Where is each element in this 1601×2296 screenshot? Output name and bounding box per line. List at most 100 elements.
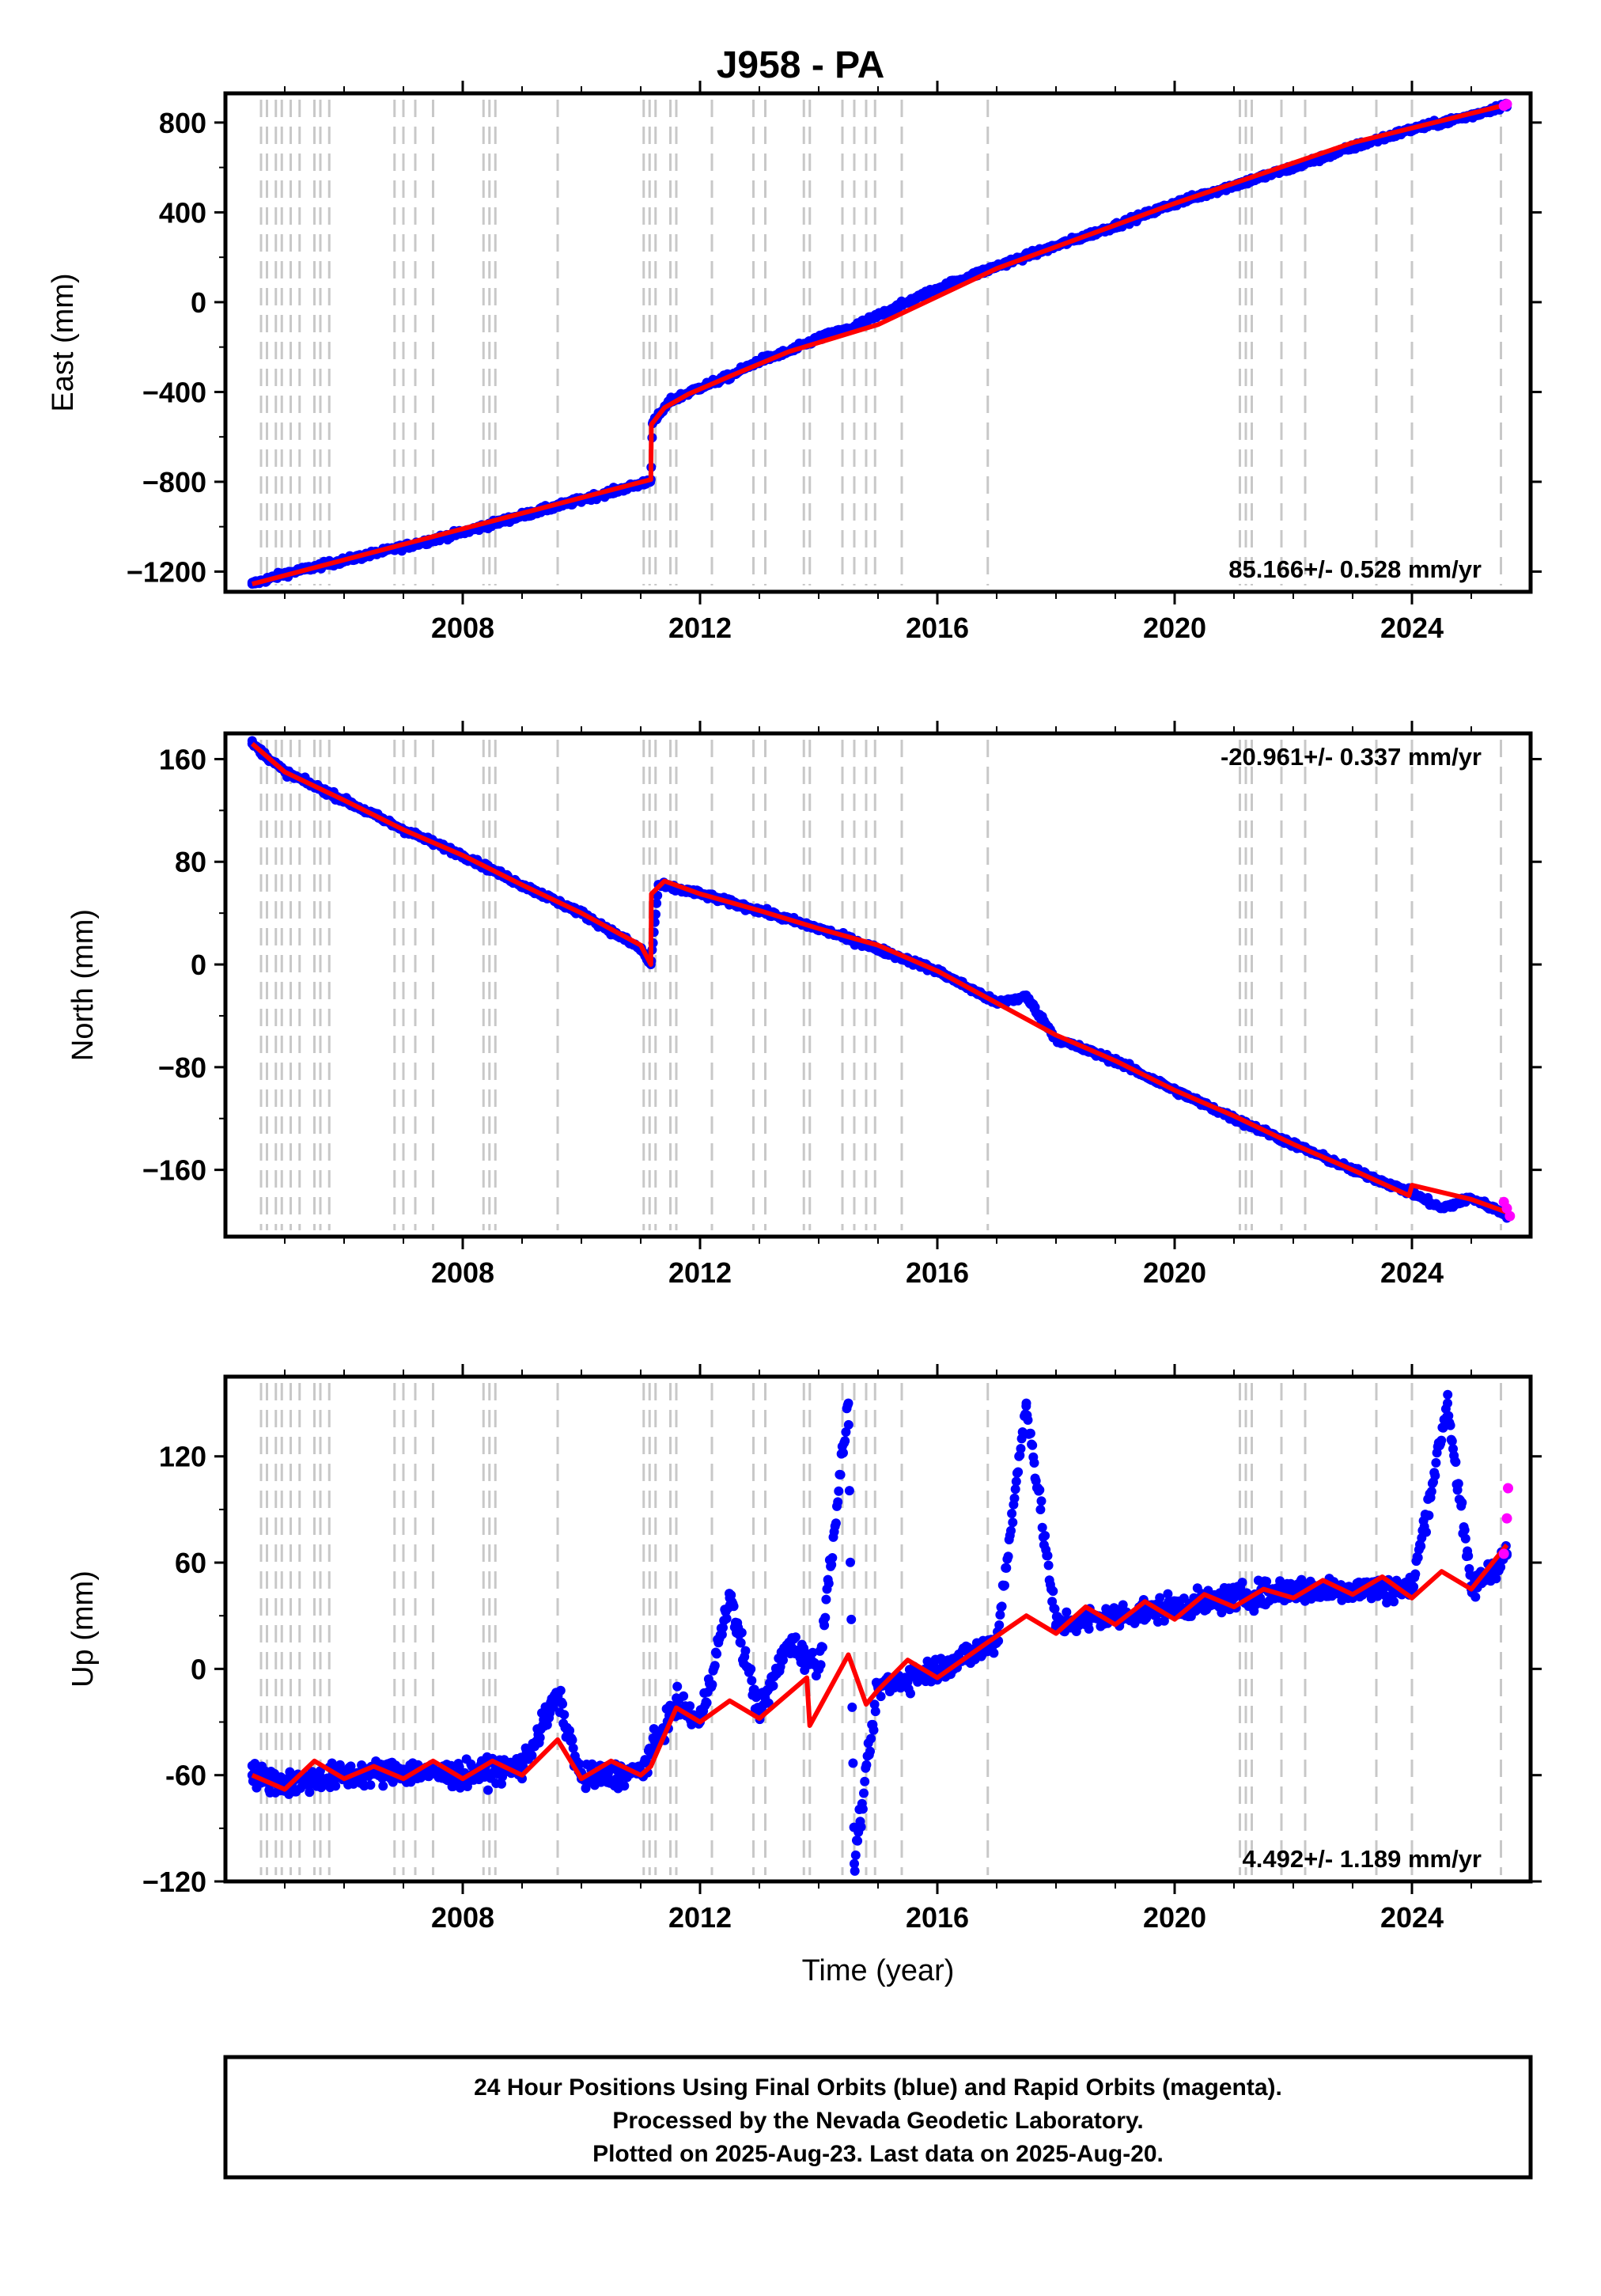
final-orbit-point <box>574 1759 585 1769</box>
final-orbit-point <box>1021 991 1031 1002</box>
final-orbit-point <box>859 1788 869 1798</box>
final-orbit-point <box>736 1627 747 1638</box>
plot-frame <box>223 1374 1533 1884</box>
final-orbit-point <box>740 1646 751 1656</box>
final-orbit-point <box>844 1486 854 1496</box>
final-orbit-point <box>1460 1533 1470 1544</box>
x-tick-label: 2016 <box>906 1256 969 1289</box>
final-orbit-point <box>1445 1420 1455 1430</box>
y-axis-label: East (mm) <box>47 273 80 411</box>
final-orbit-point <box>1036 1496 1047 1506</box>
final-orbit-point <box>821 1594 831 1605</box>
final-orbit-point <box>1028 1440 1038 1450</box>
final-orbit-point <box>1007 1509 1017 1518</box>
final-orbit-point <box>1025 1428 1035 1438</box>
model-fit-line <box>250 741 1508 1215</box>
rapid-orbit-point <box>1501 1513 1512 1524</box>
final-orbit-point <box>820 1612 831 1623</box>
y-tick-label: −400 <box>142 376 206 408</box>
final-orbit-point <box>1023 1415 1033 1425</box>
y-tick-label: −80 <box>158 1051 206 1084</box>
final-orbit-point <box>989 1648 999 1658</box>
final-orbit-point <box>857 1804 868 1814</box>
x-tick-label: 2024 <box>1380 1901 1444 1934</box>
y-tick-label: −1200 <box>127 555 206 588</box>
final-orbit-point <box>707 1680 717 1690</box>
final-orbit-point <box>1043 1551 1053 1561</box>
plot-area <box>247 736 1516 1223</box>
final-orbit-point <box>1011 1476 1021 1487</box>
rate-annotation: 85.166+/- 0.528 mm/yr <box>1228 555 1482 583</box>
final-orbit-point <box>721 1613 732 1623</box>
final-orbit-point <box>840 1436 850 1446</box>
final-orbit-point <box>834 1486 844 1496</box>
rapid-orbit-point <box>1503 1483 1513 1494</box>
final-orbit-point <box>717 1630 727 1639</box>
final-orbit-point <box>483 1785 493 1795</box>
y-tick-label: -60 <box>165 1760 206 1792</box>
final-orbit-point <box>1006 1525 1016 1536</box>
caption-border <box>223 2055 1533 2180</box>
final-orbit-point <box>1050 1604 1060 1614</box>
final-orbit-point <box>1118 1600 1128 1610</box>
y-tick-label: 60 <box>175 1547 206 1579</box>
final-orbit-point <box>853 1836 863 1846</box>
east-panel: 800 400 0 −400 −800 −1200 2008 2012 2016 2020 2024… <box>47 81 1542 644</box>
final-orbit-point <box>1016 1444 1026 1453</box>
final-orbit-point <box>729 1601 739 1612</box>
final-orbit-point <box>819 1620 830 1631</box>
final-orbit-point <box>997 1601 1007 1612</box>
model-fit-line <box>252 102 1508 587</box>
final-orbit-point <box>784 1637 794 1647</box>
y-tick-label: 80 <box>175 846 206 878</box>
final-orbit-point <box>994 1620 1005 1630</box>
final-orbit-point <box>672 1681 683 1692</box>
x-tick-label: 2016 <box>906 612 969 644</box>
x-tick-label: 2020 <box>1143 1901 1206 1934</box>
final-orbit-point <box>1037 1522 1047 1533</box>
final-orbit-point <box>1009 1493 1020 1503</box>
final-orbit-point <box>365 1780 376 1790</box>
caption-line-2: Processed by the Nevada Geodetic Laborat… <box>612 2108 1143 2134</box>
x-tick-label: 2008 <box>431 1256 494 1289</box>
final-orbit-point <box>1431 1457 1441 1468</box>
final-orbit-point <box>567 1735 577 1745</box>
final-orbit-point <box>497 1779 506 1789</box>
final-orbit-point <box>558 1699 568 1709</box>
x-tick-label: 2016 <box>906 1901 969 1934</box>
y-axis-label: Up (mm) <box>66 1570 100 1688</box>
final-orbit-point <box>869 1725 879 1735</box>
final-orbit-point <box>1389 1597 1399 1607</box>
x-tick-label: 2012 <box>668 612 732 644</box>
final-orbit-point <box>1496 1562 1506 1572</box>
final-orbit-point <box>1155 1593 1165 1603</box>
final-orbit-point <box>1000 1580 1009 1590</box>
model-fit-line <box>251 1543 1509 1792</box>
final-orbit-point <box>995 1610 1005 1620</box>
final-orbit-point <box>1453 1479 1463 1489</box>
final-orbit-point <box>749 1684 759 1695</box>
final-orbit-point <box>305 1787 315 1798</box>
rate-annotation: 4.492+/- 1.189 mm/yr <box>1243 1845 1482 1873</box>
final-orbit-point <box>1048 1586 1058 1597</box>
final-orbit-point <box>1426 1487 1436 1497</box>
final-orbit-point <box>1430 1471 1440 1481</box>
final-orbit-point <box>861 1760 872 1770</box>
final-orbit-point <box>838 1448 848 1458</box>
final-orbit-point <box>1229 1593 1239 1603</box>
plot-area <box>247 98 1512 589</box>
final-orbit-point <box>831 1518 841 1529</box>
final-orbit-point <box>1459 1525 1470 1535</box>
final-orbit-point <box>1491 1574 1501 1584</box>
final-orbit-point <box>869 1699 880 1710</box>
final-orbit-point <box>866 1733 876 1744</box>
final-orbit-point <box>1443 1389 1453 1400</box>
final-orbit-point <box>685 1701 695 1711</box>
final-orbit-point <box>1289 1584 1298 1594</box>
final-orbit-point <box>843 1419 853 1430</box>
final-orbit-point <box>1013 1467 1024 1477</box>
x-tick-label: 2024 <box>1380 1256 1444 1289</box>
final-orbit-point <box>1470 1592 1481 1602</box>
final-orbit-point <box>652 898 662 908</box>
x-tick-label: 2020 <box>1143 1256 1206 1289</box>
